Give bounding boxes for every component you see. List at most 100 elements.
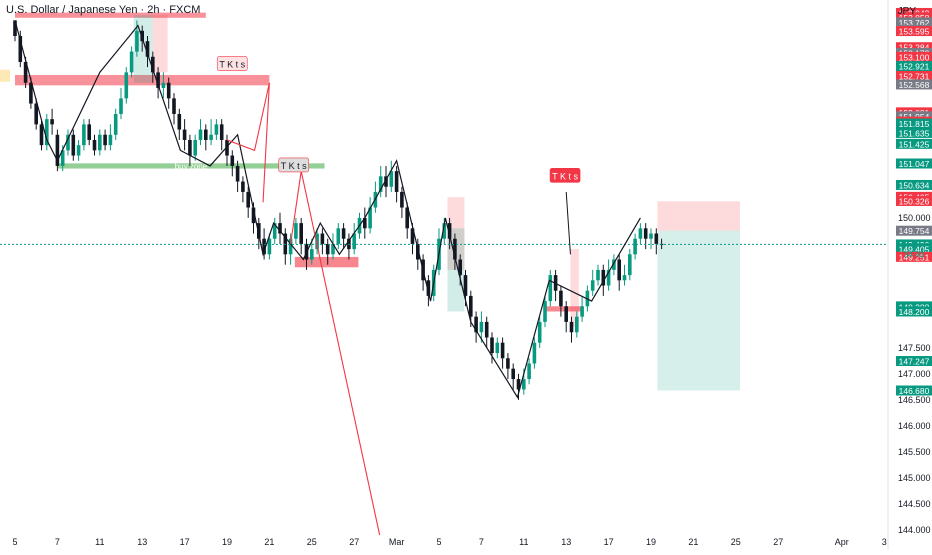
price-label: 152.568 [896,79,932,90]
price-label-bg [896,179,932,190]
candle-body [13,20,17,36]
candle-body [405,207,409,229]
candle-body [596,269,600,281]
price-label: 152.731 [896,70,932,81]
candle-body [267,238,272,255]
price-label-text: 151.425 [899,139,930,149]
candle-body [310,249,314,260]
candle-body [129,51,134,73]
x-tick-label: Apr [835,537,849,547]
candle-body [617,259,621,281]
resistance-zone-top [15,12,206,18]
price-label-bg [896,51,932,62]
candle-body [166,82,171,99]
candle-body [442,223,447,239]
short-box-b [447,197,465,270]
tkts-label: T K t s [278,157,310,173]
price-label: 153.595 [896,26,932,37]
short-box-c [570,249,579,328]
candle-body [564,306,568,322]
price-label-text: 151.635 [899,128,930,138]
price-label-text: 150.326 [899,196,930,206]
chart-title: U.S. Dollar / Japanese Yen · 2h · FXCM [6,4,201,16]
candle-body [426,280,431,296]
price-label: 147.247 [896,356,932,367]
tkts-label-text: T K t s [281,161,307,171]
candle-body [325,243,330,255]
candle-body [331,243,335,255]
candle-body [474,316,478,333]
price-label: 153.762 [896,17,932,28]
price-label: 149.405 [896,243,932,254]
short-box-a [152,15,168,73]
x-tick-label: 11 [519,537,528,547]
x-tick-label: 5 [436,537,441,547]
candle-body [516,379,521,390]
candle-body [198,129,203,140]
candle-body [177,113,182,130]
tkts-label-text: T K t s [219,60,245,70]
candle-body [204,129,208,140]
drawings-layer: T K t s T K t s T K t s [0,20,888,536]
price-label-bg [896,127,932,138]
candle-body [649,233,653,239]
candle-body [495,342,500,354]
price-label-bg [896,306,932,317]
y-tick-label: 146.500 [898,395,931,405]
price-label: 153.284 [896,42,932,53]
candle-body [66,134,70,151]
candle-body [569,321,574,333]
price-label: 151.047 [896,158,932,169]
x-tick-label: 3 [882,537,887,547]
candle-body [29,82,33,104]
y-tick-label: 146.000 [898,421,931,431]
position-stop-zone [657,201,741,231]
candle-body [463,275,468,296]
candle-body [363,217,367,229]
price-label-text: 152.568 [899,80,930,90]
candle-body [320,233,325,244]
price-label-bg [896,385,932,396]
candle-body [140,30,144,42]
price-label-text: 149.251 [899,252,930,262]
x-tick-label: 19 [222,537,232,547]
candle-body [638,228,643,239]
candle-body [543,301,547,322]
candle-body [135,30,139,52]
price-label-text: 153.762 [899,18,930,28]
candle-body [410,228,415,244]
candle-body [643,228,648,239]
candle-body [241,181,245,192]
candle-body [532,342,537,364]
y-tick-label: 145.500 [898,447,931,457]
price-label-text: 148.200 [899,307,930,317]
x-tick-label: 7 [55,537,60,547]
x-tick-label: 5 [12,537,17,547]
buy-zone-label: buy zone [175,162,208,171]
candle-body [156,72,160,88]
candle-body [500,342,505,359]
candle-body [341,228,346,239]
price-label-bg [896,356,932,367]
candle-body [368,207,372,229]
projection-line-a [226,82,270,203]
tkts-label: T K t s [549,168,581,183]
price-label-text: 151.815 [899,119,930,129]
candle-body [384,176,388,187]
currency-label[interactable]: JPY [897,6,916,17]
candle-body [606,269,611,286]
candle-body [82,124,86,146]
price-label-text: 149.405 [899,244,930,254]
y-tick-label: 144.500 [898,499,931,509]
price-label-bg [896,251,932,262]
candle-body [55,134,60,166]
price-label: 151.815 [896,118,932,129]
price-label: 150.326 [896,195,932,206]
price-label-bg [896,111,932,122]
x-tick-label: 17 [604,537,614,547]
price-label-bg [896,138,932,149]
price-label-bg [896,42,932,53]
candle-body [654,233,659,244]
